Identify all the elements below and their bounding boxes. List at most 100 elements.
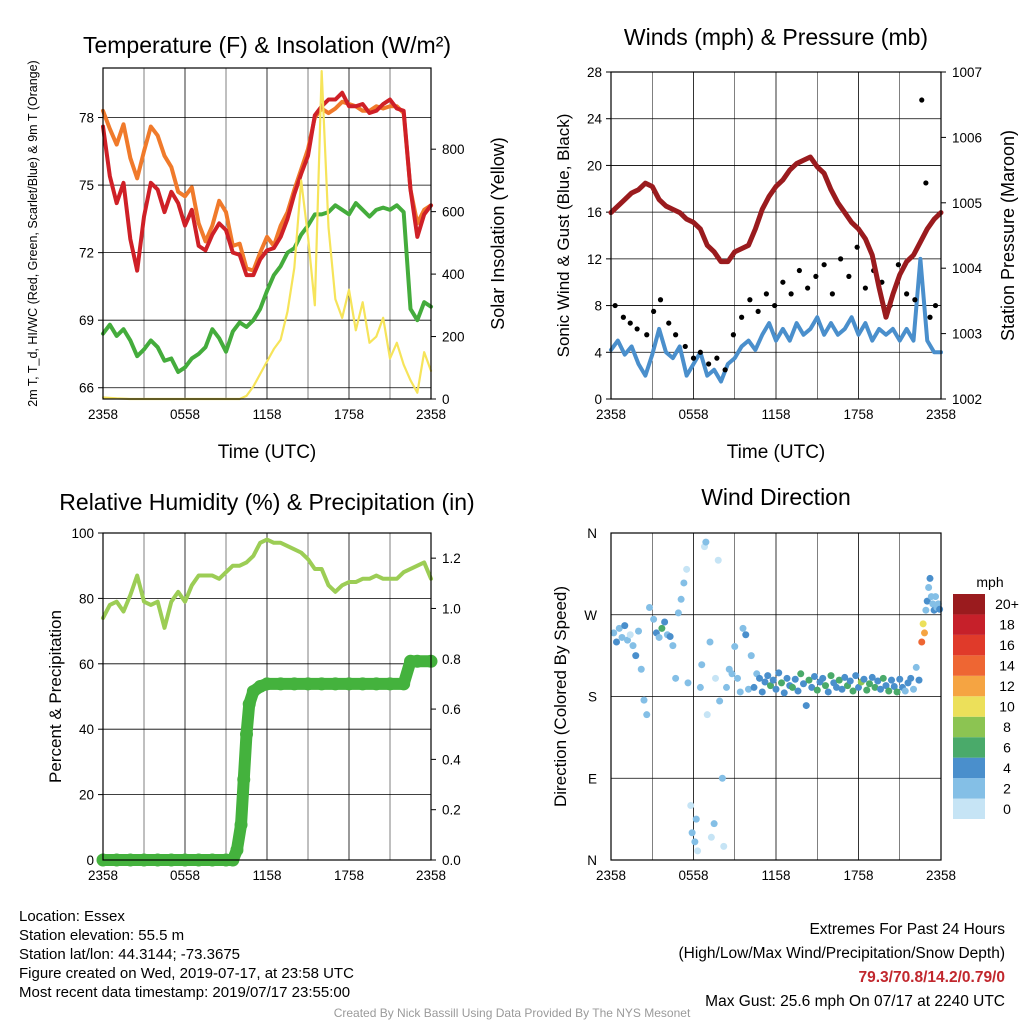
direction-point bbox=[734, 674, 741, 682]
direction-point bbox=[764, 672, 772, 680]
wind-ytick-label-right: 1007 bbox=[952, 65, 982, 80]
gust-point bbox=[919, 97, 925, 103]
rh-ytick-label-right: 0.4 bbox=[442, 752, 461, 767]
gust-point bbox=[651, 308, 657, 315]
direction-point bbox=[926, 574, 934, 582]
gust-point bbox=[895, 262, 901, 268]
colorbar-swatch bbox=[953, 614, 985, 635]
speed-colorbar: mph 0 2 4 6 8 10 12 14 16 18 20+ bbox=[953, 574, 1019, 819]
rh-ylabel-left: Percent & Precipitation bbox=[46, 610, 65, 783]
direction-point bbox=[703, 711, 711, 719]
direction-point bbox=[745, 685, 752, 693]
direction-point bbox=[877, 685, 884, 693]
rh-ytick-label-right: 0.2 bbox=[442, 803, 461, 818]
temp-xtick-label: 2358 bbox=[416, 407, 446, 422]
gust-point bbox=[904, 291, 910, 297]
direction-point bbox=[811, 673, 818, 681]
wind-ytick-label-right: 1006 bbox=[952, 130, 982, 145]
direction-point bbox=[855, 683, 862, 691]
direction-point bbox=[775, 669, 783, 677]
wind-frame bbox=[610, 71, 942, 400]
gust-point bbox=[788, 291, 794, 297]
direction-point bbox=[934, 600, 942, 608]
dir-xtick-label: 2358 bbox=[596, 868, 626, 883]
dir-ytick-label: N bbox=[587, 526, 597, 541]
gust-point bbox=[796, 267, 802, 274]
direction-point bbox=[860, 675, 868, 683]
direction-point bbox=[618, 633, 626, 641]
colorbar-swatch bbox=[953, 634, 985, 656]
direction-point bbox=[615, 624, 623, 632]
direction-point bbox=[890, 683, 898, 691]
direction-point bbox=[879, 674, 887, 682]
latlon-line: Station lat/lon: 44.3144; -73.3675 bbox=[19, 946, 241, 963]
direction-point bbox=[632, 652, 640, 660]
temp-ylabel-right: Solar Insolation (Yellow) bbox=[488, 137, 508, 329]
gust-point bbox=[657, 297, 664, 303]
direction-point bbox=[824, 688, 832, 696]
temp-frame bbox=[102, 67, 432, 400]
direction-point bbox=[621, 622, 629, 630]
gust-point bbox=[821, 262, 827, 268]
direction-point bbox=[808, 683, 816, 691]
gust-point bbox=[747, 297, 753, 303]
gust-point bbox=[627, 320, 633, 326]
direction-point bbox=[925, 584, 933, 591]
extremes-subheading: (High/Low/Max Wind/Precipitation/Snow De… bbox=[678, 945, 1006, 962]
extremes-values: 79.3/70.8/14.2/0.79/0 bbox=[858, 969, 1005, 986]
colorbar-label: 10 bbox=[999, 699, 1015, 715]
gust-point bbox=[722, 367, 728, 373]
rh-xtick-label: 1758 bbox=[334, 868, 364, 883]
wind-ytick-label-left: 4 bbox=[594, 345, 602, 360]
temp-ytick-label-right: 0 bbox=[442, 392, 450, 407]
rh_lightgreen-line bbox=[101, 537, 433, 630]
direction-point bbox=[922, 606, 930, 614]
direction-point bbox=[696, 683, 704, 691]
created-line: Figure created on Wed, 2019-07-17, at 23… bbox=[19, 965, 354, 982]
temp-ytick-label-left: 72 bbox=[79, 246, 94, 261]
dir-xtick-label: 0558 bbox=[678, 868, 708, 883]
colorbar-swatch bbox=[953, 757, 985, 779]
direction-point bbox=[702, 538, 710, 546]
colorbar-swatch bbox=[953, 696, 985, 717]
wind-xtick-label: 1158 bbox=[761, 407, 790, 422]
direction-point bbox=[896, 675, 904, 683]
wind-xtick-label: 1758 bbox=[843, 407, 873, 422]
colorbar-label: 6 bbox=[1003, 739, 1011, 755]
dir-ytick-label: E bbox=[588, 771, 597, 786]
dir-ylabel-left: Direction (Colored By Speed) bbox=[551, 586, 570, 807]
temp-ytick-label-left: 66 bbox=[79, 381, 94, 396]
direction-point bbox=[936, 605, 944, 613]
wind-ytick-label-left: 28 bbox=[587, 65, 602, 80]
wind-ytick-label-left: 24 bbox=[587, 112, 603, 127]
max-gust-line: Max Gust: 25.6 mph On 07/17 at 2240 UTC bbox=[705, 993, 1005, 1010]
temp-title: Temperature (F) & Insolation (W/m²) bbox=[83, 32, 451, 58]
direction-point bbox=[714, 556, 722, 564]
gust-point bbox=[854, 244, 860, 250]
direction-point bbox=[692, 815, 700, 823]
direction-point bbox=[822, 682, 829, 690]
direction-point bbox=[637, 665, 645, 673]
rh-ytick-label-right: 1.2 bbox=[442, 551, 461, 566]
colorbar-label: 14 bbox=[999, 658, 1015, 674]
wind-xlabel: Time (UTC) bbox=[727, 442, 826, 463]
wind-ylabel-left: Sonic Wind & Gust (Blue, Black) bbox=[554, 114, 573, 358]
direction-point bbox=[687, 802, 695, 809]
direction-point bbox=[919, 620, 927, 628]
direction-point bbox=[684, 679, 692, 687]
colorbar-swatch bbox=[953, 798, 985, 819]
direction-point bbox=[626, 631, 634, 639]
gust-point bbox=[813, 273, 819, 279]
direction-point bbox=[747, 652, 755, 660]
direction-point bbox=[874, 677, 882, 685]
temp-ytick-label-right: 400 bbox=[442, 267, 465, 282]
rh-xtick-label: 2358 bbox=[88, 868, 118, 883]
colorbar-swatch bbox=[953, 716, 985, 738]
wind_blue-line bbox=[609, 256, 943, 384]
direction-point bbox=[767, 682, 774, 690]
direction-point bbox=[635, 627, 642, 635]
gust-point bbox=[772, 302, 778, 309]
direction-point bbox=[688, 829, 696, 837]
wind-ytick-label-right: 1002 bbox=[952, 392, 982, 407]
rh-xtick-label: 0558 bbox=[170, 868, 200, 883]
